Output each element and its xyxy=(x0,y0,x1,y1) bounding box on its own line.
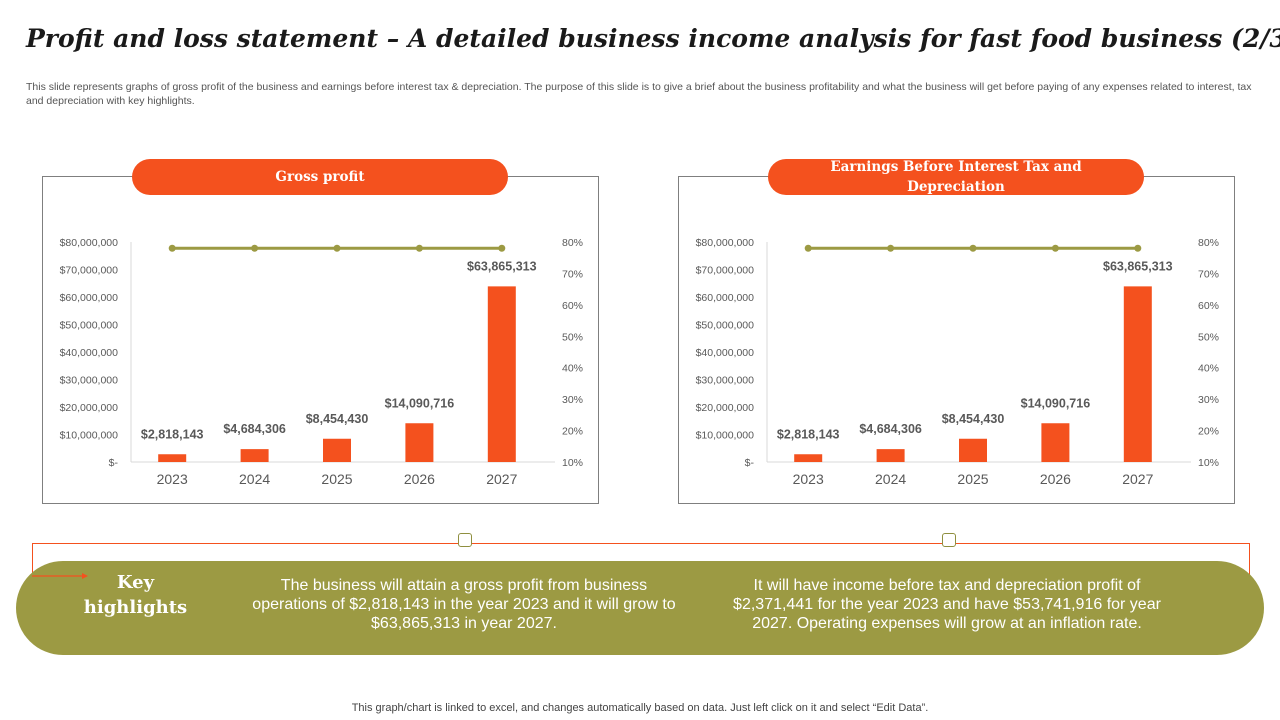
line-point[interactable] xyxy=(969,244,977,252)
y-tick-label: $10,000,000 xyxy=(60,430,119,442)
line-point[interactable] xyxy=(887,244,895,252)
page-subtitle: This slide represents graphs of gross pr… xyxy=(26,81,1252,107)
y2-tick-label: 50% xyxy=(562,331,583,343)
y-tick-label: $80,000,000 xyxy=(696,237,755,249)
footnote: This graph/chart is linked to excel, and… xyxy=(351,702,929,714)
y2-tick-label: 40% xyxy=(1198,363,1219,375)
y-tick-label: $40,000,000 xyxy=(60,347,119,359)
line-point[interactable] xyxy=(251,244,259,252)
line-point[interactable] xyxy=(1051,244,1059,252)
y2-tick-label: 50% xyxy=(1198,331,1219,343)
x-tick-label: 2027 xyxy=(1122,471,1153,487)
y2-tick-label: 10% xyxy=(562,457,583,469)
y-tick-label: $70,000,000 xyxy=(696,265,755,277)
y2-tick-label: 20% xyxy=(562,426,583,438)
y2-tick-label: 30% xyxy=(562,394,583,406)
highlight-gross-profit: The business will attain a gross profit … xyxy=(252,577,676,632)
x-tick-label: 2025 xyxy=(321,471,352,487)
y-tick-label: $- xyxy=(745,457,755,469)
line-point[interactable] xyxy=(1134,244,1142,252)
ebitd-chart-svg: $- $10,000,000 $20,000,000 $30,000,000 $40,0… xyxy=(696,237,1219,487)
bar[interactable] xyxy=(240,449,269,462)
y-tick-label: $20,000,000 xyxy=(696,402,755,414)
bar[interactable] xyxy=(876,449,905,462)
line-point[interactable] xyxy=(168,244,176,252)
y2-tick-label: 60% xyxy=(562,300,583,312)
x-tick-label: 2023 xyxy=(793,471,824,487)
bar[interactable] xyxy=(323,438,351,462)
data-label: $4,684,306 xyxy=(859,422,922,436)
y-tick-label: $50,000,000 xyxy=(696,320,755,332)
connector-knob-left xyxy=(458,533,472,547)
y-tick-label: $30,000,000 xyxy=(60,375,119,387)
gross-profit-title-pill: Gross profit xyxy=(132,159,508,195)
x-tick-label: 2023 xyxy=(157,471,188,487)
y2-tick-label: 70% xyxy=(1198,268,1219,280)
y-tick-label: $80,000,000 xyxy=(60,237,119,249)
y-tick-label: $70,000,000 xyxy=(60,265,119,277)
data-label: $8,454,430 xyxy=(942,412,1005,426)
data-label: $2,818,143 xyxy=(141,427,204,441)
y-tick-label: $20,000,000 xyxy=(60,402,119,414)
y2-tick-label: 10% xyxy=(1198,457,1219,469)
y2-tick-label: 40% xyxy=(562,363,583,375)
page-title: Profit and loss statement – A detailed b… xyxy=(26,24,1280,53)
y2-tick-label: 30% xyxy=(1198,394,1219,406)
data-label: $4,684,306 xyxy=(223,422,286,436)
bar[interactable] xyxy=(1123,286,1152,462)
data-label: $14,090,716 xyxy=(385,396,455,410)
bar[interactable] xyxy=(959,438,987,462)
ebitd-chart[interactable]: $- $10,000,000 $20,000,000 $30,000,000 $40,0… xyxy=(678,176,1235,504)
y-tick-label: $- xyxy=(109,457,119,469)
y2-tick-label: 80% xyxy=(1198,237,1219,249)
gross-profit-chart-svg: $- $10,000,000 $20,000,000 $30,000,000 $40,0… xyxy=(60,237,583,487)
connector-knob-right xyxy=(942,533,956,547)
bar[interactable] xyxy=(487,286,516,462)
key-highlights-title: Key highlights xyxy=(83,572,188,618)
bar[interactable] xyxy=(405,423,434,462)
data-label: $63,865,313 xyxy=(1103,259,1173,273)
y2-tick-label: 60% xyxy=(1198,300,1219,312)
x-tick-label: 2026 xyxy=(404,471,435,487)
highlights-connector xyxy=(32,543,1250,580)
highlight-ebitd: It will have income before tax and depre… xyxy=(733,577,1161,632)
x-tick-label: 2024 xyxy=(239,471,270,487)
data-label: $2,818,143 xyxy=(777,427,840,441)
x-tick-label: 2024 xyxy=(875,471,906,487)
x-tick-label: 2027 xyxy=(486,471,517,487)
data-label: $63,865,313 xyxy=(467,259,537,273)
bar[interactable] xyxy=(794,454,823,462)
line-point[interactable] xyxy=(498,244,506,252)
y-tick-label: $10,000,000 xyxy=(696,430,755,442)
bar[interactable] xyxy=(158,454,187,462)
y-tick-label: $50,000,000 xyxy=(60,320,119,332)
y2-tick-label: 70% xyxy=(562,268,583,280)
line-point[interactable] xyxy=(804,244,812,252)
data-label: $14,090,716 xyxy=(1021,396,1091,410)
y2-tick-label: 20% xyxy=(1198,426,1219,438)
y-tick-label: $40,000,000 xyxy=(696,347,755,359)
bar[interactable] xyxy=(1041,423,1070,462)
key-highlights-banner xyxy=(16,561,1264,655)
x-tick-label: 2025 xyxy=(957,471,988,487)
y-tick-label: $60,000,000 xyxy=(60,292,119,304)
data-label: $8,454,430 xyxy=(306,412,369,426)
ebitd-title-pill: Earnings Before Interest Tax and Depreci… xyxy=(768,159,1144,195)
y2-tick-label: 80% xyxy=(562,237,583,249)
y-tick-label: $60,000,000 xyxy=(696,292,755,304)
y-tick-label: $30,000,000 xyxy=(696,375,755,387)
line-point[interactable] xyxy=(333,244,341,252)
gross-profit-chart[interactable]: $- $10,000,000 $20,000,000 $30,000,000 $40,0… xyxy=(42,176,599,504)
arrow-right-icon xyxy=(32,573,88,579)
x-tick-label: 2026 xyxy=(1040,471,1071,487)
line-point[interactable] xyxy=(415,244,423,252)
